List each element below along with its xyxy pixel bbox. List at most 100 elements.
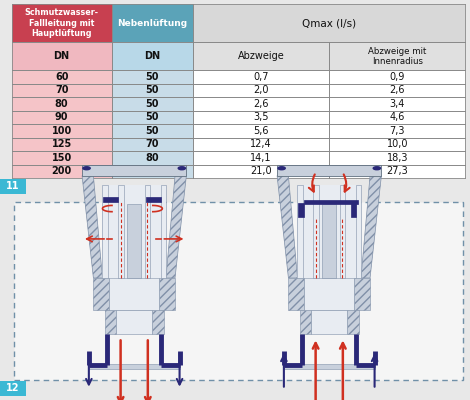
- Text: 12,4: 12,4: [251, 139, 272, 149]
- Bar: [329, 124, 465, 138]
- Bar: [354, 278, 370, 310]
- Text: 3,5: 3,5: [253, 112, 269, 122]
- Bar: [289, 278, 304, 310]
- Bar: [193, 70, 329, 84]
- Bar: [329, 70, 465, 84]
- Text: 10,0: 10,0: [386, 139, 408, 149]
- Bar: [145, 185, 150, 278]
- Bar: [116, 310, 152, 334]
- Bar: [146, 197, 161, 202]
- Bar: [102, 185, 108, 278]
- Bar: [193, 42, 329, 70]
- Bar: [193, 4, 465, 42]
- Text: 0,7: 0,7: [253, 72, 269, 82]
- Bar: [111, 84, 193, 97]
- Polygon shape: [82, 176, 102, 278]
- Text: 70: 70: [146, 139, 159, 149]
- Text: 150: 150: [52, 153, 72, 163]
- Bar: [111, 164, 193, 178]
- Bar: [102, 185, 166, 278]
- Text: 11: 11: [6, 181, 20, 191]
- Bar: [277, 164, 381, 176]
- Bar: [298, 185, 361, 278]
- Text: 2,6: 2,6: [390, 85, 405, 95]
- Text: 50: 50: [146, 85, 159, 95]
- Bar: [127, 204, 141, 278]
- Text: 21,0: 21,0: [251, 166, 272, 176]
- Bar: [329, 164, 465, 178]
- Text: 60: 60: [55, 72, 69, 82]
- Circle shape: [83, 167, 90, 170]
- Text: 12: 12: [6, 383, 20, 394]
- Text: Abzweige: Abzweige: [238, 51, 284, 61]
- Text: 50: 50: [146, 99, 159, 109]
- Text: 90: 90: [55, 112, 69, 122]
- Bar: [159, 278, 175, 310]
- Bar: [111, 151, 193, 164]
- Text: 5,6: 5,6: [253, 126, 269, 136]
- Bar: [304, 278, 354, 310]
- Bar: [193, 110, 329, 124]
- Text: Nebenlüftung: Nebenlüftung: [118, 19, 188, 28]
- Bar: [298, 203, 304, 217]
- Bar: [12, 164, 111, 178]
- Text: 14,1: 14,1: [251, 153, 272, 163]
- Bar: [161, 185, 166, 278]
- Polygon shape: [361, 176, 381, 278]
- Bar: [118, 185, 124, 278]
- Bar: [329, 84, 465, 97]
- Bar: [12, 84, 111, 97]
- Text: 50: 50: [146, 126, 159, 136]
- FancyBboxPatch shape: [14, 202, 463, 380]
- Text: DN: DN: [144, 51, 160, 61]
- Text: 125: 125: [52, 139, 72, 149]
- Bar: [340, 185, 345, 278]
- Text: Qmax (l/s): Qmax (l/s): [302, 18, 356, 28]
- Bar: [152, 310, 164, 334]
- Text: 100: 100: [52, 126, 72, 136]
- Bar: [329, 138, 465, 151]
- Text: 70: 70: [55, 85, 69, 95]
- Bar: [313, 185, 319, 278]
- Bar: [103, 197, 118, 202]
- Bar: [193, 151, 329, 164]
- Bar: [311, 310, 347, 334]
- Bar: [329, 97, 465, 110]
- Bar: [111, 42, 193, 70]
- Bar: [298, 185, 303, 278]
- Bar: [347, 310, 359, 334]
- Bar: [355, 185, 361, 278]
- Bar: [109, 278, 159, 310]
- Bar: [322, 204, 336, 278]
- Bar: [12, 97, 111, 110]
- Text: 4,6: 4,6: [390, 112, 405, 122]
- Text: DN: DN: [54, 51, 70, 61]
- Bar: [111, 70, 193, 84]
- Bar: [111, 97, 193, 110]
- Circle shape: [278, 167, 285, 170]
- Text: 7,3: 7,3: [390, 126, 405, 136]
- Text: 18,3: 18,3: [386, 153, 408, 163]
- Text: 80: 80: [55, 99, 69, 109]
- Bar: [105, 310, 116, 334]
- Bar: [12, 151, 111, 164]
- Polygon shape: [277, 176, 298, 278]
- Bar: [351, 203, 356, 217]
- Bar: [284, 364, 375, 369]
- Text: 50: 50: [146, 72, 159, 82]
- Bar: [193, 138, 329, 151]
- Text: 3,4: 3,4: [390, 99, 405, 109]
- Bar: [12, 110, 111, 124]
- Bar: [193, 164, 329, 178]
- Bar: [12, 138, 111, 151]
- Circle shape: [178, 167, 186, 170]
- Text: 0,9: 0,9: [390, 72, 405, 82]
- Text: 2,6: 2,6: [253, 99, 269, 109]
- Bar: [12, 124, 111, 138]
- Bar: [111, 124, 193, 138]
- Bar: [329, 110, 465, 124]
- Text: 100: 100: [142, 166, 163, 176]
- Text: 80: 80: [146, 153, 159, 163]
- Circle shape: [373, 167, 381, 170]
- Polygon shape: [166, 176, 187, 278]
